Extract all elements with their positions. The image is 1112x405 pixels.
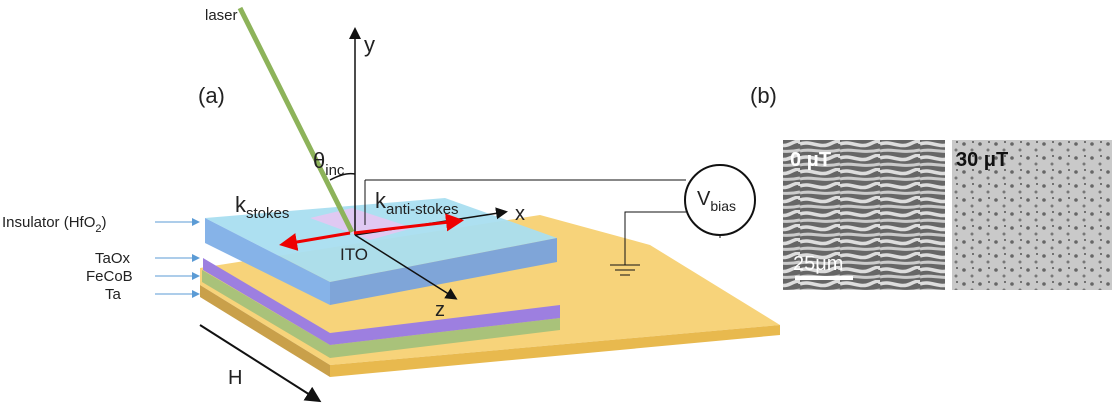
laser-beam [237, 6, 355, 234]
scale-bar [795, 276, 853, 280]
layer-stack [200, 198, 780, 377]
theta-label: θinc [313, 148, 345, 179]
v-base: V [697, 188, 711, 210]
v-sub: bias [710, 198, 736, 214]
ito-label: ITO [340, 245, 368, 264]
micrographs: 0 μT 30 μT 25μm [783, 140, 1112, 290]
layer-sub: 2 [95, 223, 101, 235]
k-base: k [235, 192, 247, 217]
theta-sub: inc [325, 162, 345, 179]
layer-suffix: ) [102, 214, 107, 231]
k-base: k [375, 188, 387, 213]
image-label: 30 μT [956, 149, 1008, 171]
image-1 [952, 140, 1112, 290]
layer-label: TaOx [95, 250, 131, 267]
image-label: 0 μT [790, 149, 831, 171]
scale-bar-label: 25μm [793, 253, 843, 275]
k-sub: stokes [246, 205, 289, 222]
k-anti-stokes: kanti-stokes [375, 188, 459, 218]
z-label: z [435, 299, 445, 321]
field-label: H [228, 367, 242, 389]
x-label: x [515, 203, 525, 225]
v-bias: Vbias [697, 188, 736, 214]
k-stokes: kstokes [235, 192, 289, 222]
panel-b: (b) [750, 83, 777, 108]
laser-label: laser [205, 7, 238, 24]
panel-a: (a) [198, 83, 225, 108]
layer-label: FeCoB [86, 268, 133, 285]
y-label: y [364, 32, 375, 57]
k-sub: anti-stokes [386, 201, 459, 218]
layer-label: Ta [105, 286, 122, 303]
image-0 [783, 140, 945, 290]
labels: laser y x z (a) (b) θinc kstokes kanti-s… [2, 7, 777, 389]
theta-base: θ [313, 148, 325, 173]
layer-text: Insulator (HfO [2, 214, 95, 231]
layer-label: Insulator (HfO2) [2, 214, 107, 235]
layer-arrows [155, 218, 200, 298]
k-vectors [279, 213, 464, 251]
bias-circuit [364, 164, 756, 276]
